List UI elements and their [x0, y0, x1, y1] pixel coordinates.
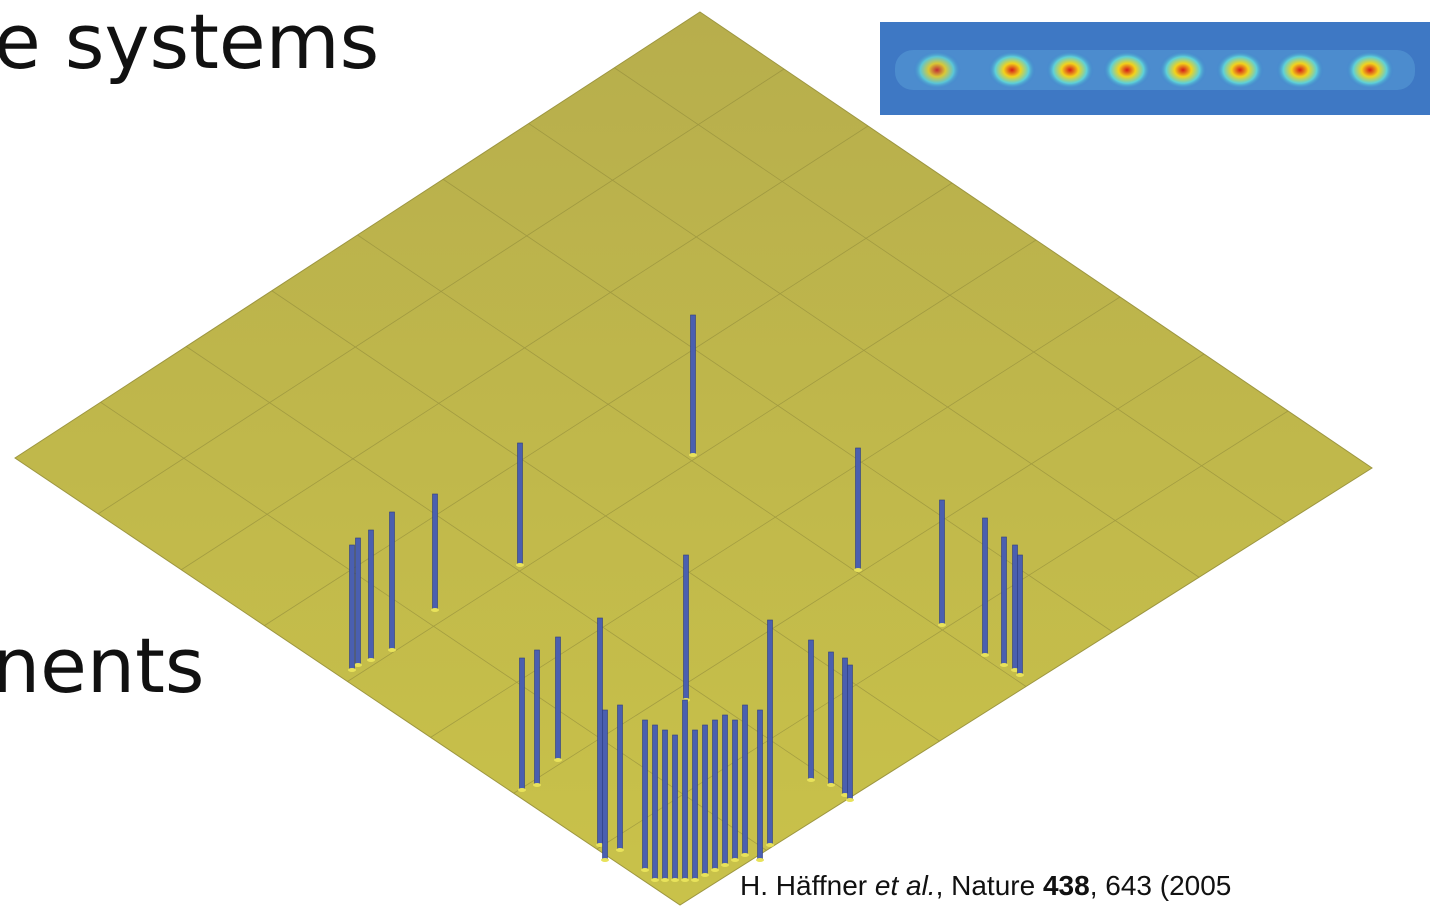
plot-bar	[433, 494, 438, 610]
plot-bar	[713, 720, 718, 870]
plot-bar-base	[756, 858, 764, 862]
plot-bar-base	[681, 878, 689, 882]
plot-bar-base	[616, 848, 624, 852]
citation: H. Häffner et al., Nature 438, 643 (2005	[740, 870, 1231, 901]
plot-bar	[940, 500, 945, 625]
plot-bar	[390, 512, 395, 650]
plot-bar	[1013, 545, 1018, 670]
ion	[1346, 51, 1394, 89]
plot-bar	[848, 665, 853, 800]
plot-bar-base	[854, 568, 862, 572]
plot-bar-base	[354, 663, 362, 667]
plot-bar	[673, 735, 678, 880]
plot-bar	[983, 518, 988, 655]
ion	[1276, 51, 1324, 89]
plot-bar-base	[431, 608, 439, 612]
plot-bar	[703, 725, 708, 875]
citation-journal: , Nature	[936, 870, 1043, 901]
ion	[913, 51, 961, 89]
plot-bar-base	[388, 648, 396, 652]
plot-bar-base	[671, 878, 679, 882]
ion	[988, 51, 1036, 89]
plot-bar	[1002, 537, 1007, 665]
plot-bar	[684, 555, 689, 700]
citation-etal: et al.	[875, 870, 936, 901]
plot-bar-base	[554, 758, 562, 762]
plot-bar-base	[689, 453, 697, 457]
ion	[1216, 51, 1264, 89]
plot-bar	[809, 640, 814, 780]
plot-bar-base	[1000, 663, 1008, 667]
citation-volume: 438	[1043, 870, 1090, 901]
density-matrix-plot	[15, 12, 1372, 905]
plot-bar	[598, 618, 603, 845]
heading: e systems	[0, 0, 379, 86]
heading: nents	[0, 621, 205, 710]
ion-image	[880, 22, 1430, 115]
plot-bar-base	[516, 563, 524, 567]
plot-bar	[743, 705, 748, 855]
plot-bar-base	[367, 658, 375, 662]
plot-bar	[603, 710, 608, 860]
plot-bar	[843, 658, 848, 795]
plot-bar	[520, 658, 525, 790]
plot-bar	[856, 448, 861, 570]
plot-bar-base	[711, 868, 719, 872]
plot-bar	[829, 652, 834, 785]
plot-bar	[691, 315, 696, 455]
plot-bar-base	[601, 858, 609, 862]
ion	[1046, 51, 1094, 89]
plot-bar-base	[827, 783, 835, 787]
plot-bar	[618, 705, 623, 850]
plot-bar	[518, 443, 523, 565]
plot-bar-base	[661, 878, 669, 882]
plot-bar-base	[721, 863, 729, 867]
plot-bar	[723, 715, 728, 865]
ion-glow	[895, 50, 1415, 90]
plot-bar	[683, 700, 688, 880]
plot-bar	[369, 530, 374, 660]
plot-bar	[556, 637, 561, 760]
plot-bar	[733, 720, 738, 860]
plot-bar-base	[641, 868, 649, 872]
plot-bar	[693, 730, 698, 880]
plot-bar-base	[731, 858, 739, 862]
plot-bar	[535, 650, 540, 785]
plot-bar-base	[701, 873, 709, 877]
plot-bar-base	[846, 798, 854, 802]
plot-bar	[350, 545, 355, 670]
plot-bar-base	[981, 653, 989, 657]
plot-bar	[663, 730, 668, 880]
citation-rest: , 643 (2005	[1090, 870, 1232, 901]
plot-bar-base	[518, 788, 526, 792]
plot-bar-base	[741, 853, 749, 857]
plot-bar	[758, 710, 763, 860]
plot-bar	[1018, 555, 1023, 675]
plot-bar	[768, 620, 773, 845]
ion	[1159, 51, 1207, 89]
plot-bar-base	[651, 878, 659, 882]
plot-bar-base	[766, 843, 774, 847]
plot-bar-base	[691, 878, 699, 882]
plot-bar-base	[807, 778, 815, 782]
ion	[1103, 51, 1151, 89]
slide: e systems nents H. Häffner et al., Natur…	[0, 0, 1435, 908]
plot-bar-base	[533, 783, 541, 787]
plot-bar-base	[938, 623, 946, 627]
plot-bar	[356, 538, 361, 665]
plot-bar	[653, 725, 658, 880]
page: e systems nents H. Häffner et al., Natur…	[0, 0, 1435, 908]
plot-bar-base	[348, 668, 356, 672]
plot-bar	[643, 720, 648, 870]
plot-bar-base	[1016, 673, 1024, 677]
citation-authors: H. Häffner	[740, 870, 875, 901]
